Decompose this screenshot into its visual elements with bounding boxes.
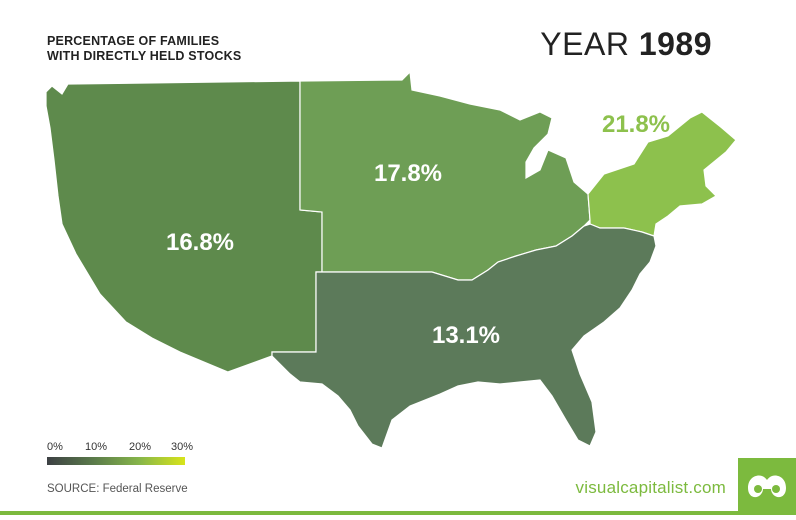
logo-icon [748,475,786,498]
year-heading: YEAR 1989 [540,26,712,63]
title-line-1: PERCENTAGE OF FAMILIES [47,34,220,48]
region-south[interactable] [271,223,657,449]
legend-tick-20: 20% [129,441,152,453]
legend-tick-0: 0% [47,441,63,453]
region-west[interactable] [45,80,323,373]
map-title: PERCENTAGE OF FAMILIES WITH DIRECTLY HEL… [47,34,241,64]
bottom-accent-line [0,511,796,515]
title-line-2: WITH DIRECTLY HELD STOCKS [47,49,242,63]
label-midwest: 17.8% [374,160,442,187]
brand-logo [738,458,796,515]
year-label: YEAR [540,26,630,62]
source-note: SOURCE: Federal Reserve [47,483,188,495]
label-northeast: 21.8% [602,111,670,138]
label-west: 16.8% [166,229,234,256]
year-value: 1989 [638,26,712,62]
brand-url[interactable]: visualcapitalist.com [575,478,726,497]
legend-gradient-bar [47,457,185,465]
legend-tick-30: 30% [171,441,194,453]
label-south: 13.1% [432,322,500,349]
legend-tick-10: 10% [85,441,108,453]
color-legend: 0% 10% 20% 30% [47,441,193,465]
